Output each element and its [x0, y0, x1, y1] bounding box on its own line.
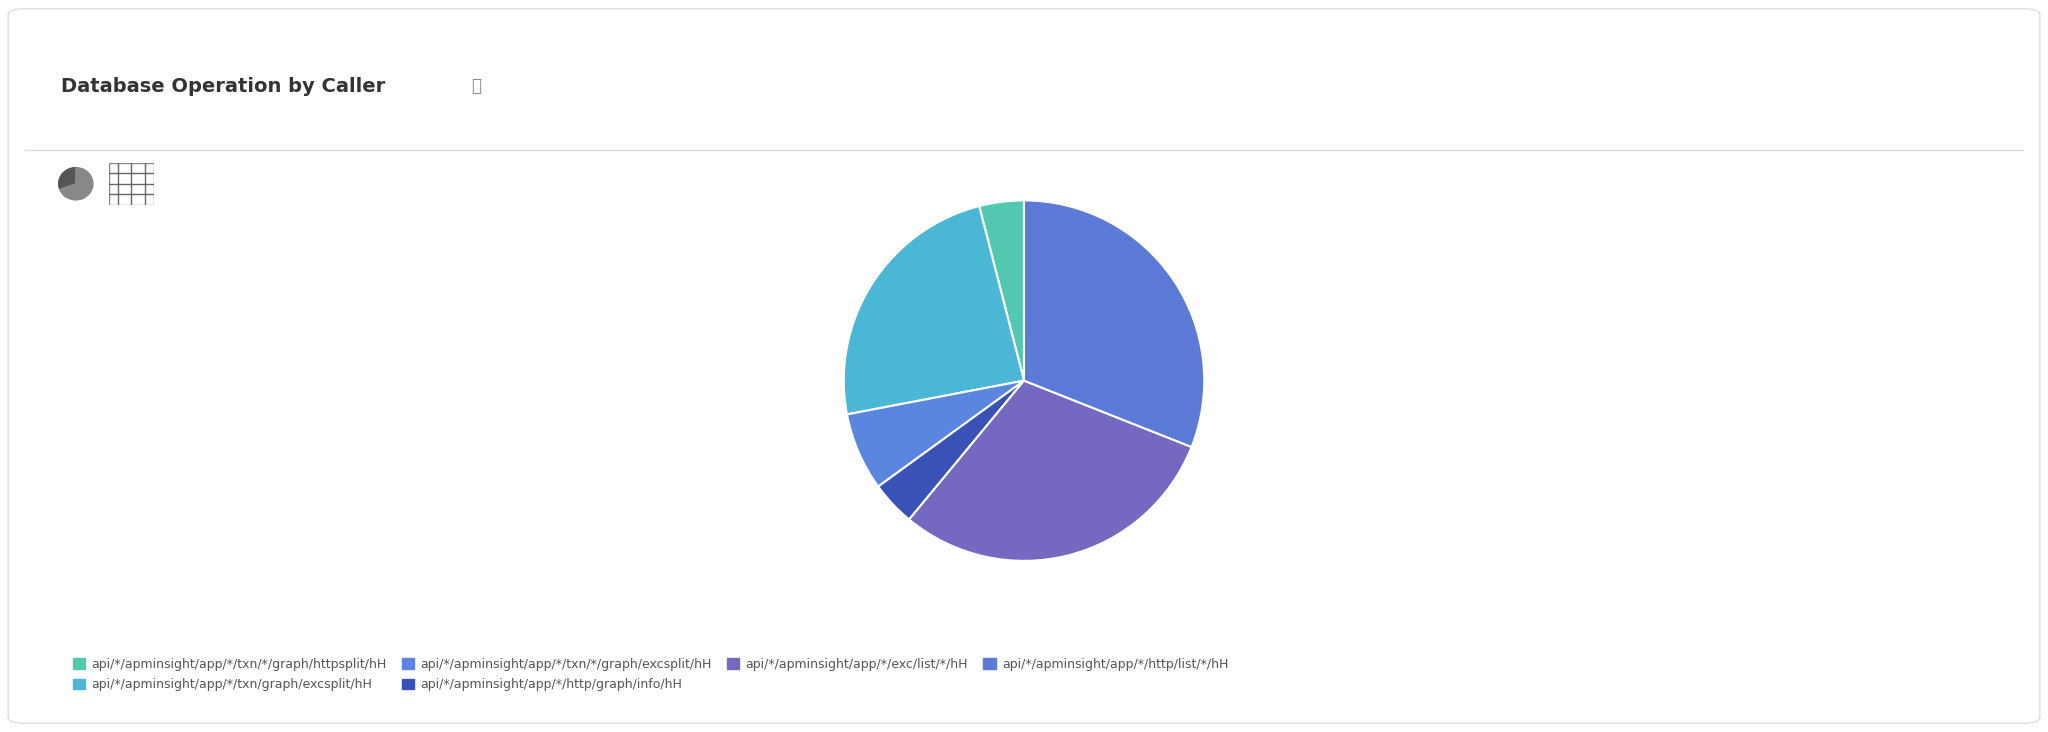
- Text: Database Operation by Caller: Database Operation by Caller: [61, 77, 385, 96]
- Wedge shape: [1024, 201, 1204, 447]
- Wedge shape: [59, 168, 76, 190]
- Wedge shape: [909, 381, 1192, 561]
- Wedge shape: [979, 201, 1024, 381]
- Wedge shape: [879, 381, 1024, 520]
- Legend: api/*/apminsight/app/*/txn/*/graph/httpsplit/hH, api/*/apminsight/app/*/txn/grap: api/*/apminsight/app/*/txn/*/graph/https…: [68, 653, 1233, 696]
- Text: ⓘ: ⓘ: [471, 77, 481, 95]
- Wedge shape: [844, 206, 1024, 414]
- Wedge shape: [59, 168, 92, 200]
- Wedge shape: [848, 381, 1024, 487]
